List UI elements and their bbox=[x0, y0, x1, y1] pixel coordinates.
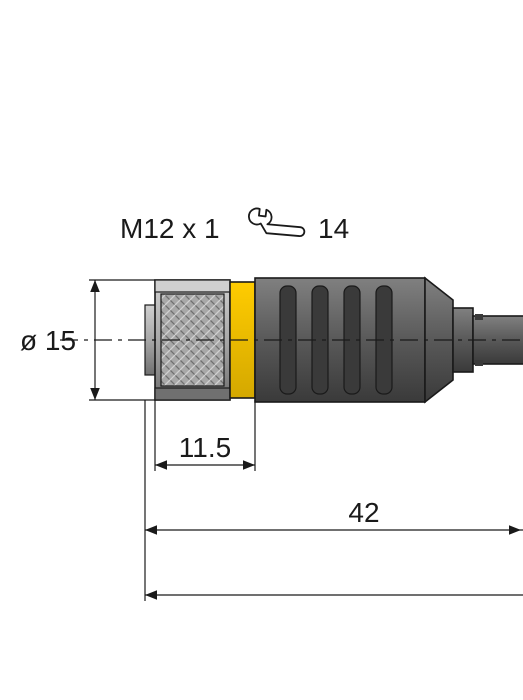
connector-drawing bbox=[60, 278, 523, 402]
dim-diameter-label: ø 15 bbox=[20, 325, 76, 356]
dim-nut-label: 11.5 bbox=[179, 432, 231, 463]
dim-wrench-label: 14 bbox=[318, 213, 349, 244]
dim-thread-label: M12 x 1 bbox=[120, 213, 220, 244]
dim-total-label: 42 bbox=[348, 497, 379, 528]
wrench-icon bbox=[247, 195, 306, 250]
